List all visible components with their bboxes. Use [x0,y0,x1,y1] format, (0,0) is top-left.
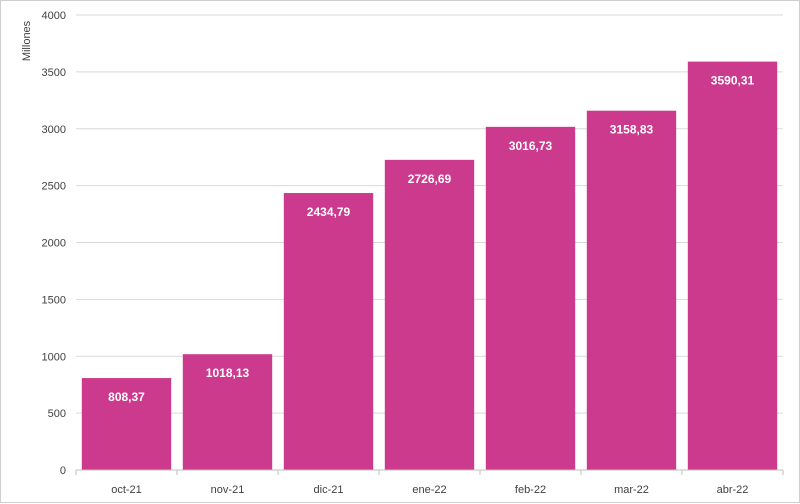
y-axis-ticks: 0 500 1000 1500 2000 2500 3000 3500 4000 [42,10,66,477]
data-label-oct-21: 808,37 [108,390,145,404]
y-tick-label: 3500 [42,67,66,79]
bar-oct-21 [81,378,172,470]
data-label-feb-22: 3016,73 [509,139,553,153]
bar-feb-22 [485,126,576,471]
x-tick-label-mar-22: mar-22 [614,484,649,496]
y-axis-title: Millones [21,20,33,61]
data-label-abr-22: 3590,31 [711,74,755,88]
y-tick-label: 4000 [42,10,66,22]
y-tick-label: 500 [48,408,66,420]
bar-mar-22 [586,110,677,470]
data-label-dic-21: 2434,79 [307,205,351,219]
x-tick-label-nov-21: nov-21 [211,484,245,496]
data-label-mar-22: 3158,83 [610,123,654,137]
bar-dic-21 [283,193,374,470]
data-label-ene-22: 2726,69 [408,172,452,186]
bars [81,61,778,471]
y-tick-label: 3000 [42,124,66,136]
y-tick-label: 2500 [42,181,66,193]
data-labels: 808,37 1018,13 2434,79 2726,69 3016,73 3158,8… [108,74,754,404]
bar-nov-21 [182,354,273,470]
data-label-nov-21: 1018,13 [206,366,250,380]
bar-ene-22 [384,159,475,470]
x-tick-label-oct-21: oct-21 [111,484,142,496]
y-tick-label: 1000 [42,351,66,363]
y-tick-label: 1500 [42,294,66,306]
x-tick-label-ene-22: ene-22 [412,484,446,496]
x-axis-ticks: oct-21 nov-21 dic-21 ene-22 feb-22 mar-22 abr-… [75,470,784,496]
bar-abr-22 [687,61,778,471]
x-tick-label-feb-22: feb-22 [515,484,546,496]
x-tick-label-abr-22: abr-22 [717,484,749,496]
y-tick-label: 2000 [42,238,66,250]
y-tick-label: 0 [60,465,66,477]
x-tick-label-dic-21: dic-21 [314,484,344,496]
